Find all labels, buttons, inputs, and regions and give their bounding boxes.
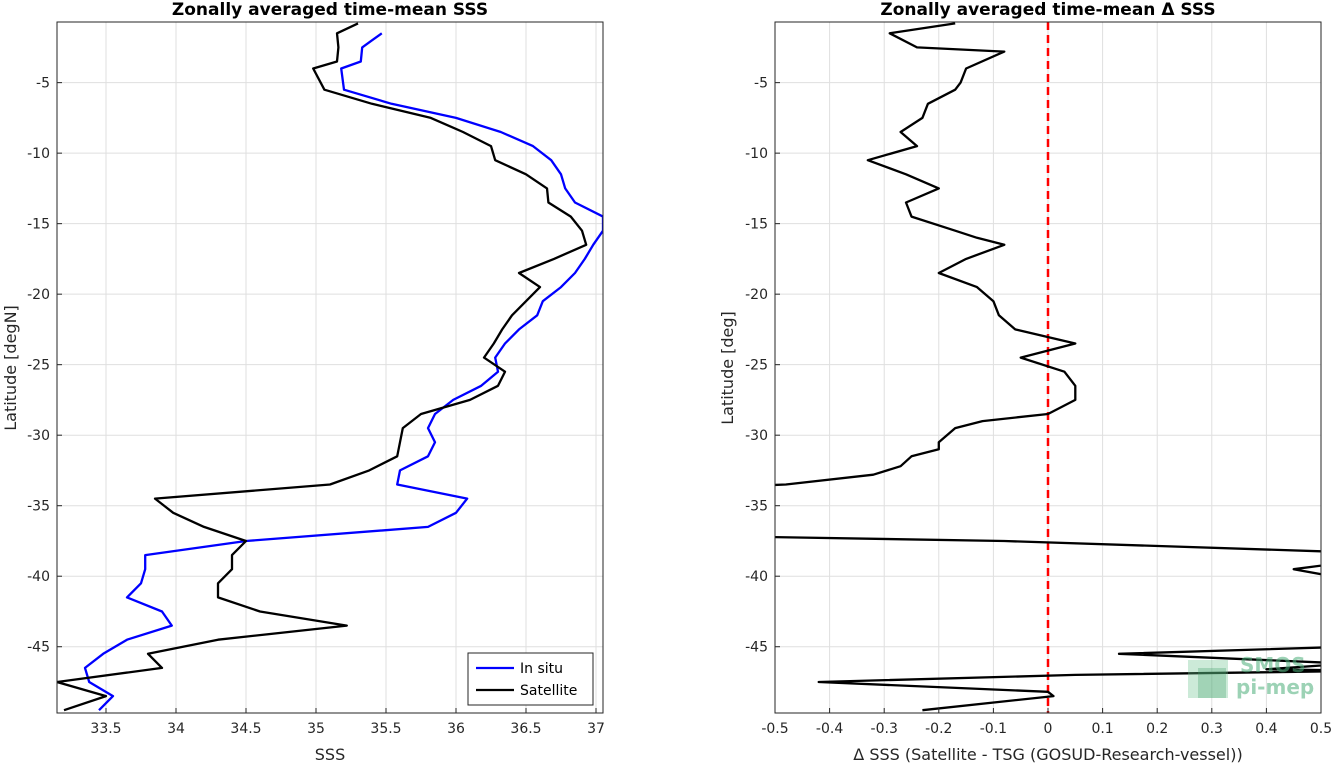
x-tick-label: 35 bbox=[307, 721, 325, 737]
x-tick-label: 37 bbox=[587, 721, 605, 737]
x-tick-label: 0.5 bbox=[1310, 721, 1332, 737]
y-tick-label: -15 bbox=[27, 217, 50, 233]
y-axis-label: Latitude [deg] bbox=[718, 311, 737, 425]
x-tick-label: 36 bbox=[447, 721, 465, 737]
y-axis-label: Latitude [degN] bbox=[1, 305, 20, 431]
series-line-3 bbox=[817, 646, 1321, 712]
svg-text:pi-mep: pi-mep bbox=[1236, 675, 1314, 699]
series-line-2 bbox=[1292, 564, 1321, 576]
y-tick-label: -45 bbox=[27, 640, 50, 656]
series-line-1 bbox=[775, 536, 1321, 553]
x-tick-label: 36.5 bbox=[510, 721, 541, 737]
legend-box bbox=[467, 652, 594, 706]
x-tick-label: 34 bbox=[167, 721, 185, 737]
y-tick-label: -40 bbox=[745, 569, 768, 585]
x-tick-label: -0.1 bbox=[980, 721, 1007, 737]
x-tick-label: 0 bbox=[1044, 721, 1053, 737]
series-group bbox=[57, 22, 603, 712]
y-tick-label: -20 bbox=[745, 287, 768, 303]
x-tick-label: 0.3 bbox=[1201, 721, 1223, 737]
x-axis-label: Δ SSS (Satellite - TSG (GOSUD-Research-v… bbox=[853, 745, 1242, 764]
left-chart-sss: Zonally averaged time-mean SSS SSS Latit… bbox=[1, 0, 605, 764]
y-tick-label: -35 bbox=[745, 499, 768, 515]
y-tick-label: -5 bbox=[754, 76, 768, 92]
x-tick-label: 33.5 bbox=[90, 721, 121, 737]
x-tick-label: 0.1 bbox=[1091, 721, 1113, 737]
y-tick-label: -35 bbox=[27, 499, 50, 515]
y-tick-label: -10 bbox=[27, 146, 50, 162]
y-tick-label: -40 bbox=[27, 569, 50, 585]
sss-pi-mep-logo: SMOS pi-mep bbox=[1188, 653, 1314, 699]
x-tick-label: 0.2 bbox=[1146, 721, 1168, 737]
plot-area bbox=[57, 22, 603, 713]
svg-text:SMOS: SMOS bbox=[1240, 653, 1306, 677]
y-tick-label: -30 bbox=[27, 428, 50, 444]
series-line-in-situ bbox=[83, 32, 603, 712]
x-tick-label: -0.5 bbox=[761, 721, 788, 737]
y-tick-label: -25 bbox=[745, 358, 768, 374]
x-tick-label: -0.2 bbox=[925, 721, 952, 737]
y-tick-label: -25 bbox=[27, 358, 50, 374]
legend-label: Satellite bbox=[520, 683, 577, 699]
y-tick-label: -15 bbox=[745, 217, 768, 233]
series-group bbox=[775, 22, 1321, 712]
x-tick-label: -0.4 bbox=[816, 721, 843, 737]
y-tick-label: -10 bbox=[745, 146, 768, 162]
y-tick-label: -45 bbox=[745, 640, 768, 656]
x-tick-label: 34.5 bbox=[230, 721, 261, 737]
legend-label: In situ bbox=[520, 661, 563, 677]
x-axis-label: SSS bbox=[315, 745, 345, 764]
y-tick-label: -30 bbox=[745, 428, 768, 444]
chart-title: Zonally averaged time-mean SSS bbox=[172, 0, 488, 20]
x-tick-label: 0.4 bbox=[1255, 721, 1277, 737]
chart-title: Zonally averaged time-mean Δ SSS bbox=[880, 0, 1215, 20]
y-tick-label: -20 bbox=[27, 287, 50, 303]
x-tick-label: -0.3 bbox=[871, 721, 898, 737]
x-tick-label: 35.5 bbox=[370, 721, 401, 737]
axes-box bbox=[56, 21, 604, 714]
y-tick-label: -5 bbox=[36, 76, 50, 92]
series-line-0 bbox=[775, 22, 1077, 487]
series-line-satellite bbox=[57, 22, 588, 712]
right-chart-delta-sss: Zonally averaged time-mean Δ SSS Δ SSS (… bbox=[718, 0, 1332, 764]
legend: In situ Satellite bbox=[467, 652, 594, 706]
